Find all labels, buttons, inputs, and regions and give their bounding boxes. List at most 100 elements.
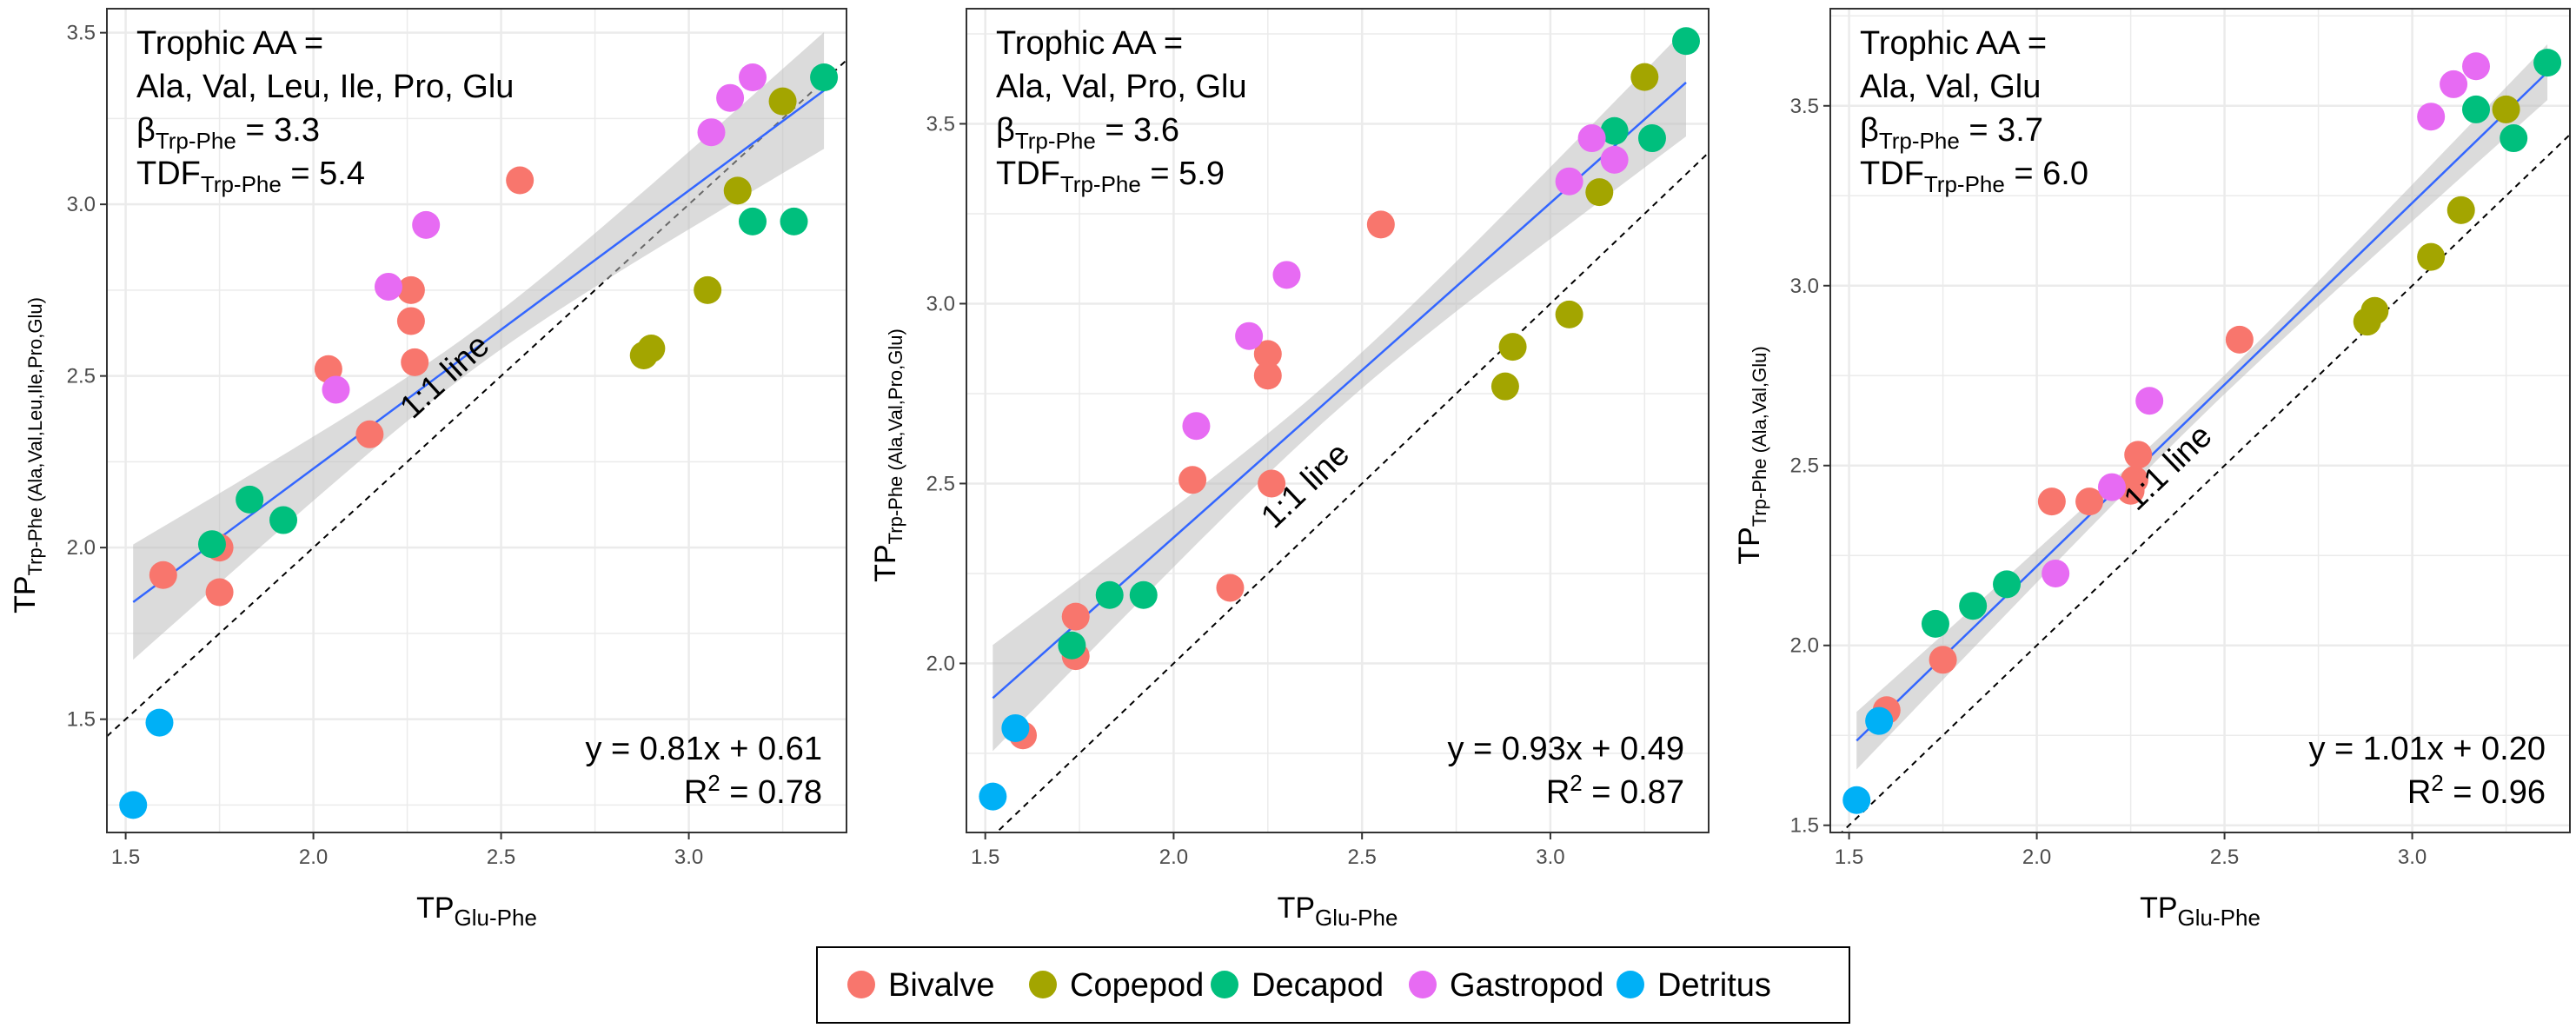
y-axis-label-main: TP (869, 544, 902, 581)
trophic-label: Trophic AA = (996, 25, 1183, 62)
r-squared: R2 = 0.78 (684, 770, 822, 811)
grid (966, 9, 1709, 832)
plot-area (979, 27, 1709, 832)
x-axis-label: TPGlu-Phe (1278, 892, 1398, 931)
point-decapod (2462, 95, 2491, 123)
point-gastropod (2135, 387, 2164, 415)
point-bivalve (205, 578, 234, 607)
point-bivalve (506, 166, 534, 195)
r-squared-superscript: 2 (707, 770, 720, 796)
legend-swatch-copepod (1029, 971, 1057, 998)
tdf-subscript: Trp-Phe (1060, 171, 1141, 197)
y-tick-label: 1.5 (67, 708, 96, 732)
axis-ticks: 1.5 2.0 2.5 3.0 1.5 2.0 2.5 3.0 3.5 (1790, 95, 2427, 869)
beta-subscript: Trp-Phe (1879, 128, 1960, 154)
y-tick-label: 3.5 (67, 22, 96, 45)
x-axis-label-sub: Glu-Phe (455, 905, 537, 931)
plot-border (106, 8, 847, 833)
x-axis-label-sub: Glu-Phe (2178, 905, 2261, 931)
legend-label-bivalve: Bivalve (888, 967, 995, 1004)
point-bivalve (355, 420, 384, 448)
beta-value: βTrp-Phe = 3.6 (996, 112, 1179, 154)
annotation-block: Trophic AA = Ala, Val, Leu, Ile, Pro, Glu… (136, 25, 514, 197)
y-tick-label: 3.0 (926, 292, 955, 315)
point-gastropod (1272, 261, 1301, 289)
point-gastropod (2042, 559, 2070, 587)
beta-symbol: β (996, 112, 1015, 149)
legend-item-decapod: Decapod (1211, 967, 1384, 1004)
beta-value: βTrp-Phe = 3.7 (1860, 112, 2043, 154)
tdf-number: = 5.4 (282, 156, 365, 192)
point-bivalve (2124, 441, 2153, 469)
x-axis-label-main: TP (1278, 892, 1315, 925)
point-decapod (1671, 27, 1700, 56)
point-gastropod (1600, 145, 1629, 174)
point-bivalve (401, 348, 429, 376)
trophic-label: Trophic AA = (1860, 25, 2047, 62)
legend-label-copepod: Copepod (1070, 967, 1204, 1004)
tdf-subscript: Trp-Phe (201, 171, 282, 197)
beta-number: = 3.6 (1096, 112, 1179, 149)
r-squared: R2 = 0.87 (1546, 770, 1684, 811)
point-decapod (780, 207, 808, 235)
point-copepod (1498, 333, 1527, 361)
point-bivalve (396, 275, 425, 304)
point-decapod (1600, 116, 1629, 145)
point-gastropod (739, 63, 767, 91)
r-squared-symbol: R (684, 774, 707, 811)
tdf-value: TDFTrp-Phe = 5.9 (996, 156, 1225, 197)
point-decapod (1993, 570, 2022, 599)
point-bivalve (1178, 466, 1207, 494)
x-tick-label: 2.0 (299, 846, 328, 869)
r-squared: R2 = 0.96 (2407, 770, 2546, 811)
y-tick-label: 2.0 (67, 536, 96, 560)
point-copepod (723, 176, 752, 205)
point-gastropod (2440, 70, 2468, 98)
axis-ticks: 1.5 2.0 2.5 3.0 2.0 2.5 3.0 3.5 (926, 112, 1565, 869)
x-axis-label-main: TP (416, 892, 454, 925)
point-copepod (1490, 372, 1519, 401)
point-decapod (2533, 49, 2562, 77)
legend-swatch-detritus (1617, 971, 1644, 998)
tdf-symbol: TDF (996, 156, 1060, 192)
plot-background (1830, 9, 2570, 832)
point-gastropod (2417, 103, 2446, 131)
x-tick-label: 2.5 (487, 846, 515, 869)
point-copepod (2447, 196, 2475, 224)
point-gastropod (716, 83, 745, 112)
y-axis-label: TPTrp-Phe (Ala,Val,Glu) (1733, 346, 1770, 564)
legend-label-decapod: Decapod (1251, 967, 1384, 1004)
x-tick-label: 1.5 (111, 846, 140, 869)
chart-panel-3: 1.5 2.0 2.5 3.01.52.02.53.03.5TPGlu-PheTPTr… (1733, 8, 2571, 931)
x-tick-label: 3.0 (1536, 846, 1564, 869)
point-bivalve (2225, 325, 2254, 354)
point-copepod (2360, 296, 2389, 325)
trophic-aa-list: Ala, Val, Leu, Ile, Pro, Glu (136, 69, 514, 105)
y-tick-label: 2.5 (926, 472, 955, 495)
plot-area (107, 32, 846, 819)
point-decapod (739, 207, 767, 235)
point-gastropod (1235, 322, 1264, 350)
y-axis-label: TPTrp-Phe (Ala,Val,Pro,Glu) (869, 328, 906, 582)
x-tick-label: 3.0 (674, 846, 703, 869)
point-gastropod (322, 375, 350, 404)
one-to-one-line (995, 151, 1709, 832)
x-tick-label: 2.0 (1159, 846, 1188, 869)
y-tick-label: 3.0 (1790, 275, 1819, 298)
point-bivalve (2037, 487, 2066, 516)
x-tick-label: 1.5 (1835, 846, 1863, 869)
regression-equation: y = 1.01x + 0.20 (2308, 731, 2546, 767)
r-squared-number: = 0.96 (2444, 774, 2546, 811)
grid (107, 9, 846, 832)
y-tick-label: 2.0 (1790, 634, 1819, 658)
point-gastropod (697, 118, 726, 147)
y-tick-label: 2.5 (1790, 454, 1819, 478)
point-bivalve (1366, 210, 1395, 239)
legend-label-detritus: Detritus (1657, 967, 1771, 1004)
point-decapod (1058, 631, 1086, 660)
point-bivalve (2075, 487, 2104, 516)
x-axis-label: TPGlu-Phe (416, 892, 537, 931)
